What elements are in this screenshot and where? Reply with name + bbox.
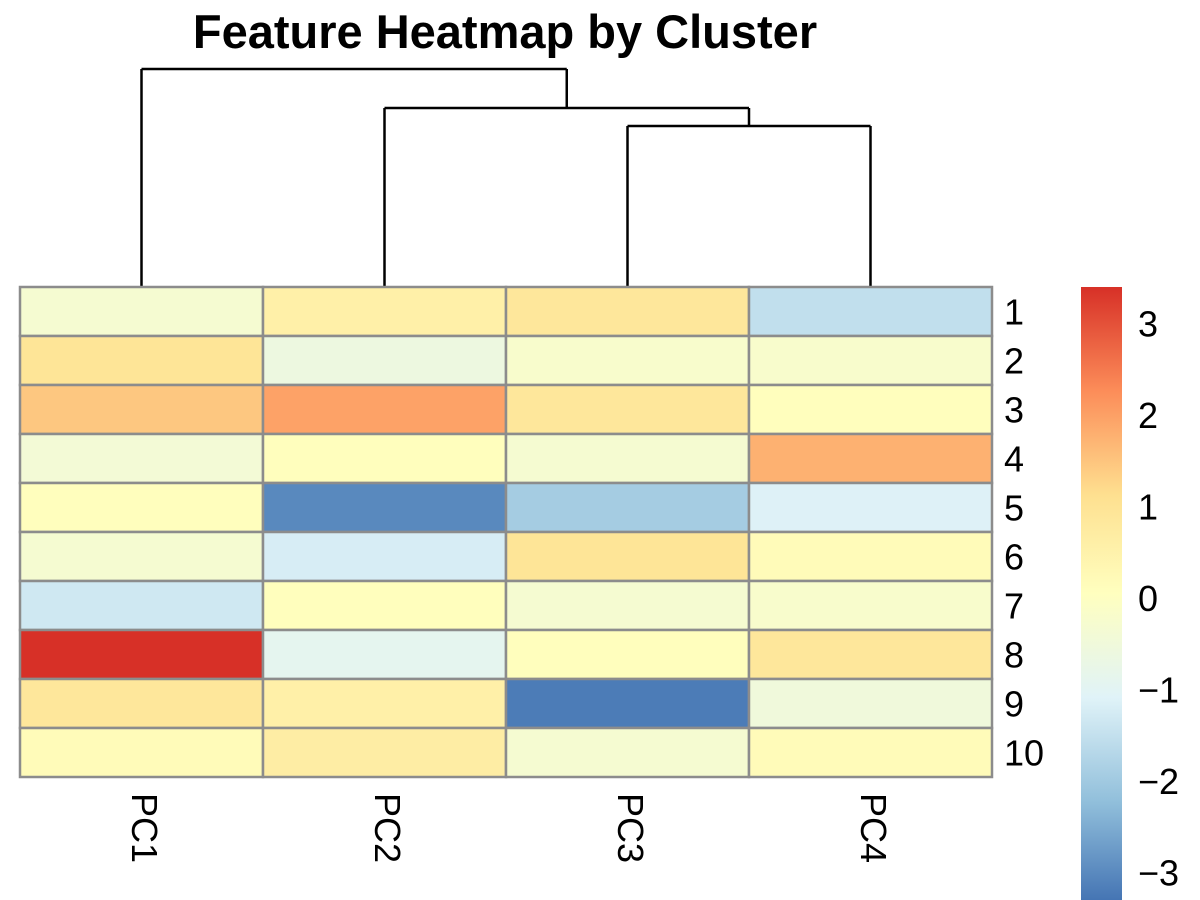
row-label: 10: [1004, 733, 1044, 774]
heatmap-cell: [261, 432, 508, 485]
row-label: 4: [1004, 439, 1024, 480]
heatmap-cell: [261, 628, 508, 681]
column-label: PC3: [610, 793, 651, 863]
heatmap-cell: [747, 432, 994, 485]
row-label: 9: [1004, 684, 1024, 725]
legend-tick-label: 2: [1138, 395, 1158, 436]
heatmap-cell: [18, 628, 265, 681]
heatmap-cell: [18, 432, 265, 485]
row-labels: 1 2 3 4 5 6 7 8 9 10: [1004, 292, 1044, 774]
heatmap-cell: [504, 726, 751, 779]
heatmap-cell: [504, 677, 751, 730]
legend-tick-label: −1: [1138, 670, 1179, 711]
heatmap-cell: [504, 383, 751, 436]
heatmap-cell: [18, 579, 265, 632]
heatmap-cell: [261, 726, 508, 779]
legend-tick-label: 3: [1138, 304, 1158, 345]
row-label: 7: [1004, 586, 1024, 627]
heatmap-cell: [504, 481, 751, 534]
row-label: 3: [1004, 390, 1024, 431]
chart-title: Feature Heatmap by Cluster: [193, 5, 817, 58]
heatmap-cell: [261, 579, 508, 632]
heatmap-cell: [261, 383, 508, 436]
row-label: 1: [1004, 292, 1024, 333]
heatmap-cell: [747, 628, 994, 681]
heatmap-cell: [504, 432, 751, 485]
heatmap-cell: [261, 481, 508, 534]
heatmap-cell: [747, 579, 994, 632]
row-label: 5: [1004, 488, 1024, 529]
column-label: PC4: [853, 793, 894, 863]
legend-tick-label: −3: [1138, 853, 1179, 894]
heatmap-cell: [18, 383, 265, 436]
column-label: PC2: [367, 793, 408, 863]
heatmap-cell: [18, 726, 265, 779]
column-labels: PC1 PC2 PC3 PC4: [124, 793, 894, 863]
row-label: 2: [1004, 341, 1024, 382]
heatmap-cell: [504, 530, 751, 583]
heatmap-cell: [18, 677, 265, 730]
row-label: 8: [1004, 635, 1024, 676]
heatmap-cells: [18, 285, 994, 779]
column-label: PC1: [124, 793, 165, 863]
color-legend-bar: [1081, 287, 1122, 900]
heatmap-cell: [747, 383, 994, 436]
heatmap-cell: [504, 579, 751, 632]
heatmap-cell: [261, 285, 508, 338]
heatmap-cell: [747, 677, 994, 730]
heatmap-cell: [747, 726, 994, 779]
heatmap-cell: [261, 334, 508, 387]
heatmap-cell: [18, 481, 265, 534]
heatmap-cell: [747, 285, 994, 338]
heatmap-cell: [747, 530, 994, 583]
heatmap-cell: [747, 334, 994, 387]
heatmap-cell: [261, 677, 508, 730]
legend-tick-label: −2: [1138, 761, 1179, 802]
heatmap-cell: [747, 481, 994, 534]
heatmap-cell: [504, 334, 751, 387]
legend-tick-label: 0: [1138, 578, 1158, 619]
heatmap-cell: [18, 530, 265, 583]
heatmap-cell: [504, 628, 751, 681]
row-label: 6: [1004, 537, 1024, 578]
column-dendrogram: [140, 67, 872, 286]
heatmap-cell: [18, 334, 265, 387]
heatmap-cell: [261, 530, 508, 583]
color-legend: 3 2 1 0 −1 −2 −3: [1081, 287, 1179, 900]
heatmap-cell: [18, 285, 265, 338]
legend-tick-label: 1: [1138, 487, 1158, 528]
heatmap-cell: [504, 285, 751, 338]
